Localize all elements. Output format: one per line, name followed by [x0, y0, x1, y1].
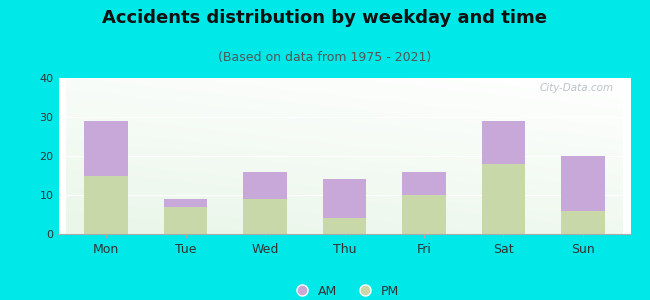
Bar — [402, 172, 446, 195]
Text: City-Data.com: City-Data.com — [540, 83, 614, 93]
Bar — [322, 218, 367, 234]
Text: Accidents distribution by weekday and time: Accidents distribution by weekday and ti… — [103, 9, 547, 27]
Bar — [243, 172, 287, 199]
Bar — [164, 199, 207, 207]
Bar — [561, 211, 605, 234]
Bar — [322, 179, 367, 218]
Legend: AM, PM: AM, PM — [285, 280, 404, 300]
Bar — [402, 195, 446, 234]
Bar — [164, 207, 207, 234]
Bar — [482, 121, 525, 164]
Bar — [243, 199, 287, 234]
Text: (Based on data from 1975 - 2021): (Based on data from 1975 - 2021) — [218, 51, 432, 64]
Bar — [482, 164, 525, 234]
Bar — [84, 121, 128, 176]
Bar — [561, 156, 605, 211]
Bar — [84, 176, 128, 234]
